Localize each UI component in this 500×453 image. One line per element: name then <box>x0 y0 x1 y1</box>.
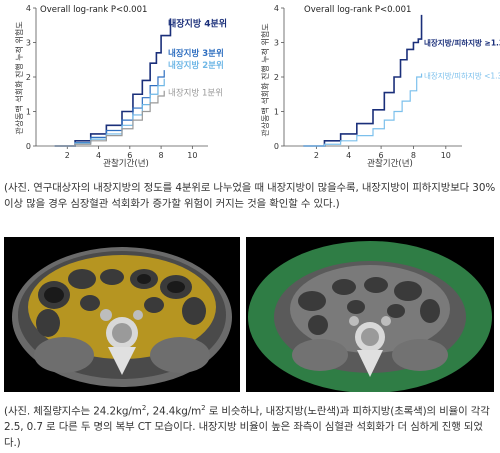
y-tick-label: 0 <box>26 142 31 151</box>
y-tick-label: 2 <box>274 73 279 82</box>
y-tick-label: 3 <box>274 39 279 48</box>
x-tick-label: 10 <box>187 151 197 160</box>
ct-scan-illustration <box>246 237 494 392</box>
figure-caption-bottom: (사진. 체질량지수는 24.2kg/m2, 24.4kg/m2 로 비슷하나,… <box>4 400 496 451</box>
y-axis-label: 관상동맥 석회화 진행 누적 위험도 <box>260 23 270 136</box>
y-tick-label: 1 <box>26 108 31 117</box>
series-label: 내장지방/피하지방 ≥1.30 <box>424 38 500 48</box>
x-tick-label: 6 <box>127 151 132 160</box>
series-label: 내장지방/피하지방 <1.30 <box>424 70 500 80</box>
caption-text-3: 로 비슷하나, 내장지방(노란색)과 피하지방(초록색)의 비율이 각각 2.5… <box>4 405 490 450</box>
series-line <box>303 73 423 147</box>
annotation: Overall log-rank P<0.001 <box>304 5 411 15</box>
series-label: 내장지방 3분위 <box>168 48 224 59</box>
y-tick-label: 0 <box>274 142 279 151</box>
caption-text-1: (사진. 체질량지수는 24.2kg/m <box>4 405 142 418</box>
x-tick-label: 4 <box>96 151 101 160</box>
series-line <box>54 70 165 147</box>
series-label: 내장지방 1분위 <box>168 88 223 99</box>
superscript: 2 <box>201 404 206 412</box>
superscript: 2 <box>141 404 147 412</box>
x-tick-label: 2 <box>65 151 70 160</box>
x-axis-label: 관찰기간(년) <box>103 158 149 169</box>
x-tick-label: 8 <box>159 151 164 160</box>
km-chart-quartiles-svg: 관상동맥 석회화 진행 누적 위험도 0 1 2 3 4 2 4 6 8 10 내장지방 4분위내장… <box>14 4 227 169</box>
series-line <box>54 90 165 147</box>
y-axis-label: 관상동맥 석회화 진행 누적 위험도 <box>14 21 24 134</box>
y-tick-label: 2 <box>26 73 31 82</box>
y-tick-label: 3 <box>26 39 31 48</box>
series-line <box>303 14 423 147</box>
y-tick-label: 4 <box>274 4 279 13</box>
km-chart-ratio: 관상동맥 석회화 진행 누적 위험도 0 1 2 3 4 2 4 6 8 10 내장지방/피하지방 … <box>250 0 500 172</box>
ct-image-subcutaneous-fat <box>246 237 494 392</box>
y-tick-label: 4 <box>26 4 31 13</box>
y-tick-label: 1 <box>274 108 279 117</box>
ct-image-visceral-fat <box>4 237 240 392</box>
x-tick-label: 4 <box>346 151 351 160</box>
ct-scan-illustration <box>4 237 240 392</box>
series-label: 내장지방 2분위 <box>168 60 224 71</box>
x-tick-label: 10 <box>441 151 451 160</box>
km-chart-ratio-svg: 관상동맥 석회화 진행 누적 위험도 0 1 2 3 4 2 4 6 8 10 내장지방/피하지방 … <box>260 4 500 169</box>
figure-caption-top: (사진. 연구대상자의 내장지방의 정도를 4분위로 나누었을 때 내장지방이 … <box>4 182 496 210</box>
x-tick-label: 2 <box>314 151 319 160</box>
x-tick-label: 8 <box>411 151 416 160</box>
series-line <box>54 18 172 147</box>
caption-text-2: , 24.4kg/m <box>146 405 202 418</box>
annotation: Overall log-rank P<0.001 <box>40 5 147 15</box>
x-axis-label: 관찰기간(년) <box>367 158 413 169</box>
series-label: 내장지방 4분위 <box>168 18 227 30</box>
x-tick-label: 6 <box>379 151 384 160</box>
